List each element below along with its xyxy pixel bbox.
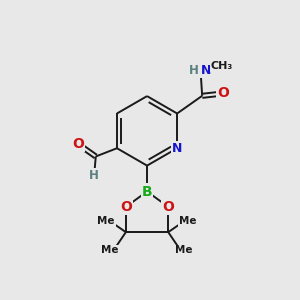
Text: N: N	[201, 64, 211, 77]
Text: H: H	[189, 64, 199, 77]
Text: Me: Me	[179, 216, 197, 226]
Text: Me: Me	[101, 245, 119, 255]
Text: O: O	[162, 200, 174, 214]
Text: N: N	[172, 142, 182, 155]
Text: CH₃: CH₃	[211, 61, 233, 71]
Text: Me: Me	[98, 216, 115, 226]
Text: Me: Me	[176, 245, 193, 255]
Text: O: O	[120, 200, 132, 214]
Text: O: O	[218, 86, 229, 100]
Text: O: O	[72, 137, 84, 151]
Text: H: H	[89, 169, 99, 182]
Text: B: B	[142, 184, 152, 199]
